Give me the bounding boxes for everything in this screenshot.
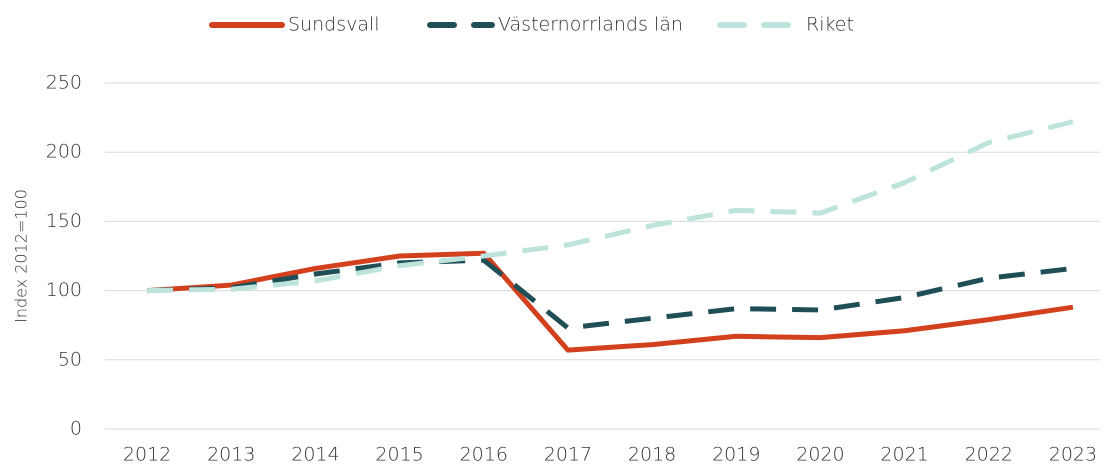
- x-tick-label: 2014: [291, 444, 339, 466]
- x-tick-label: 2018: [628, 444, 676, 466]
- legend-label: Riket: [806, 14, 854, 36]
- x-tick-label: 2012: [123, 444, 171, 466]
- y-axis-label: Index 2012=100: [12, 189, 31, 323]
- x-tick-label: 2021: [880, 444, 928, 466]
- x-tick-label: 2023: [1049, 444, 1097, 466]
- x-tick-label: 2019: [712, 444, 760, 466]
- y-tick-label: 50: [58, 348, 82, 370]
- line-series: [147, 257, 1074, 331]
- y-tick-label: 150: [46, 210, 82, 232]
- y-tick-label: 0: [70, 418, 82, 440]
- legend-label: Sundsvall: [288, 14, 380, 36]
- y-tick-label: 100: [46, 279, 82, 301]
- x-tick-label: 2020: [796, 444, 844, 466]
- x-tick-label: 2022: [965, 444, 1013, 466]
- line-series: [146, 250, 1074, 353]
- x-tick-label: 2015: [375, 444, 423, 466]
- legend-label: Västernorrlands län: [498, 14, 683, 36]
- y-tick-label: 250: [46, 72, 82, 94]
- y-tick-label: 200: [46, 141, 82, 163]
- line-series: [147, 119, 1074, 294]
- x-tick-label: 2016: [460, 444, 508, 466]
- x-tick-label: 2017: [544, 444, 592, 466]
- x-tick-label: 2013: [207, 444, 255, 466]
